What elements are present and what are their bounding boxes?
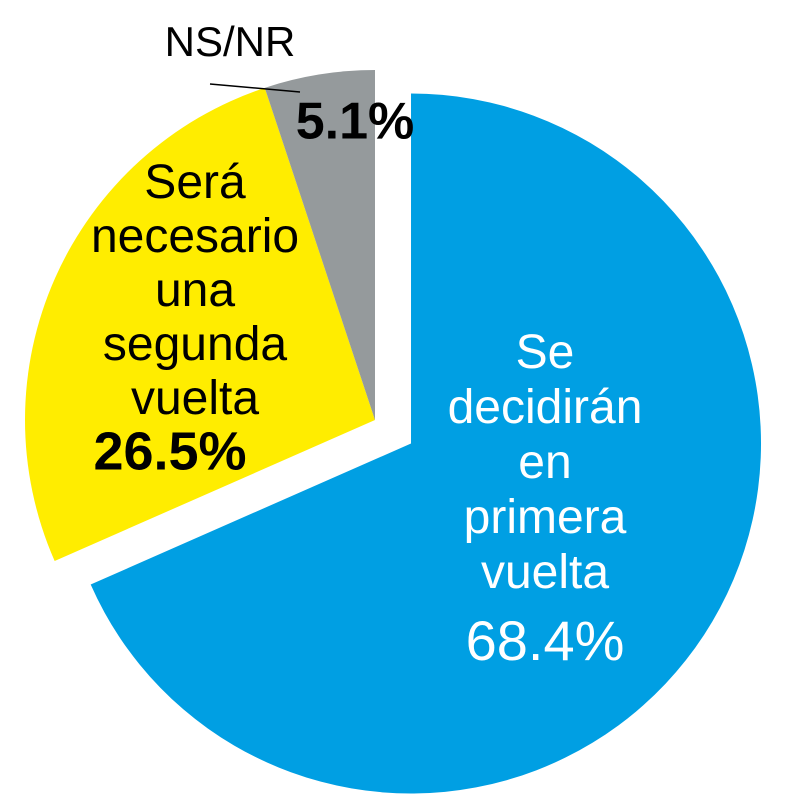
label-line: segunda [103,318,287,371]
label-line: necesario [91,210,299,263]
pie-slice [264,70,375,420]
label-line: vuelta [131,372,259,425]
label-line: decidirán [448,381,643,434]
category-label: Se decidirán en primera vuelta [448,326,643,599]
label-line: Se [516,326,575,379]
pie-slice [90,93,762,794]
pie-slice [24,87,375,562]
value-label: 68.4% [466,609,625,672]
label-line: en [518,436,571,489]
value-label: 26.5% [93,421,246,481]
label-line: vuelta [481,546,609,599]
category-label: NS/NR [165,18,296,65]
label-line: una [155,264,235,317]
label-line: NS/NR [165,18,296,65]
leader-line [209,83,301,93]
value-label: 5.1% [296,93,415,151]
label-line: Será [144,156,246,209]
category-label: Será necesario una segunda vuelta [91,156,299,425]
label-line: primera [464,491,627,544]
